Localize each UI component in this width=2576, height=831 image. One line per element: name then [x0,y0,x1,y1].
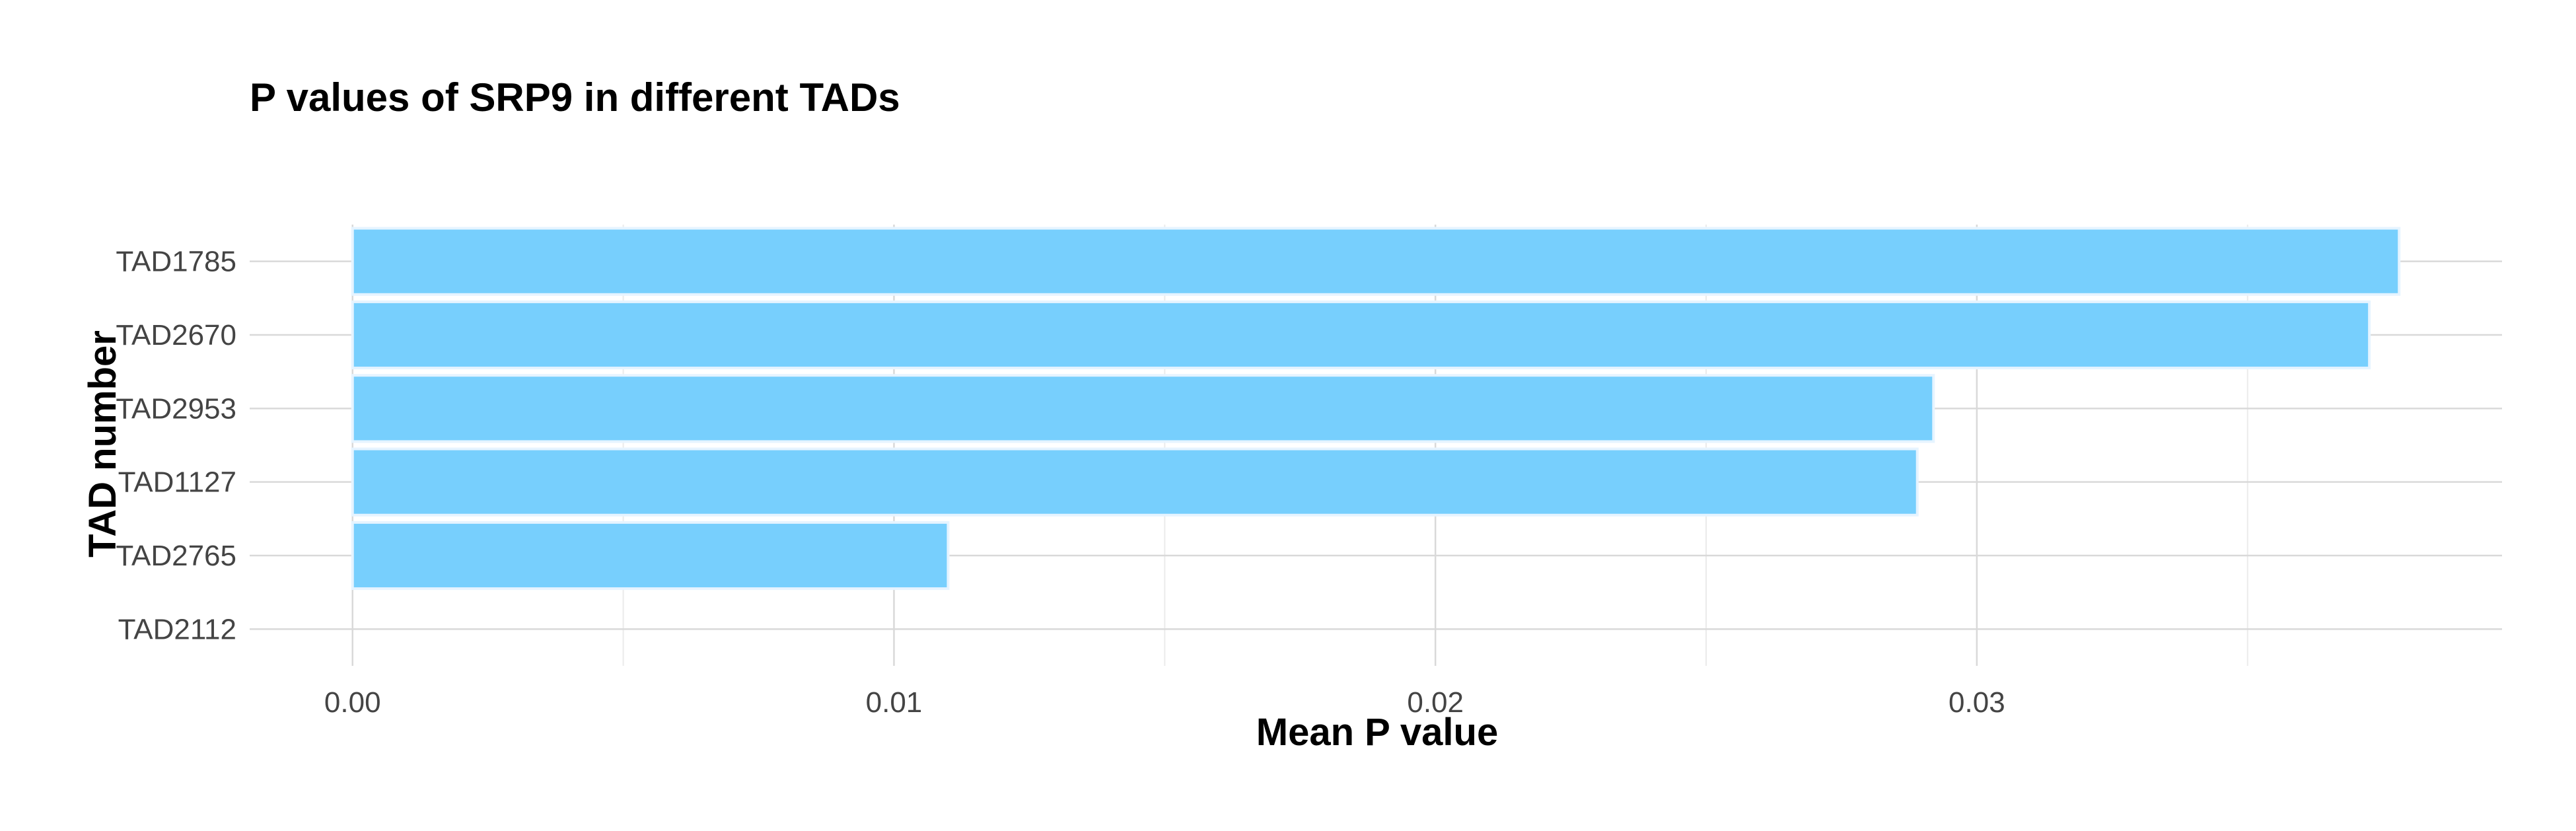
y-tick-label: TAD2670 [116,319,236,351]
y-tick-label: TAD1127 [118,466,236,499]
y-tick-label: TAD2112 [118,613,236,645]
x-tick-labels: 0.00 0.01 0.02 0.03 [324,686,2005,719]
y-axis-title: TAD number [81,330,124,558]
x-tick-label: 0.01 [866,686,923,719]
y-tick-labels: TAD1785 TAD2670 TAD2953 TAD1127 TAD2765 TAD21… [116,246,236,646]
y-tick-label: TAD2953 [116,392,236,425]
y-tick-label: TAD1785 [116,246,236,278]
x-axis-title: Mean P value [1256,711,1498,754]
bar-tad1785 [351,227,2401,296]
x-tick-label: 0.00 [324,686,381,719]
y-tick-label: TAD2765 [116,540,236,572]
bar-tad2670 [351,300,2371,370]
bar-layer [351,227,2401,591]
bar-tad2953 [351,374,1935,443]
chart-title: P values of SRP9 in different TADs [250,75,900,120]
x-tick-label: 0.03 [1949,686,2005,719]
bar-tad1127 [351,447,1919,517]
x-tick-label: 0.02 [1407,686,1464,719]
bar-tad2765 [351,521,950,591]
